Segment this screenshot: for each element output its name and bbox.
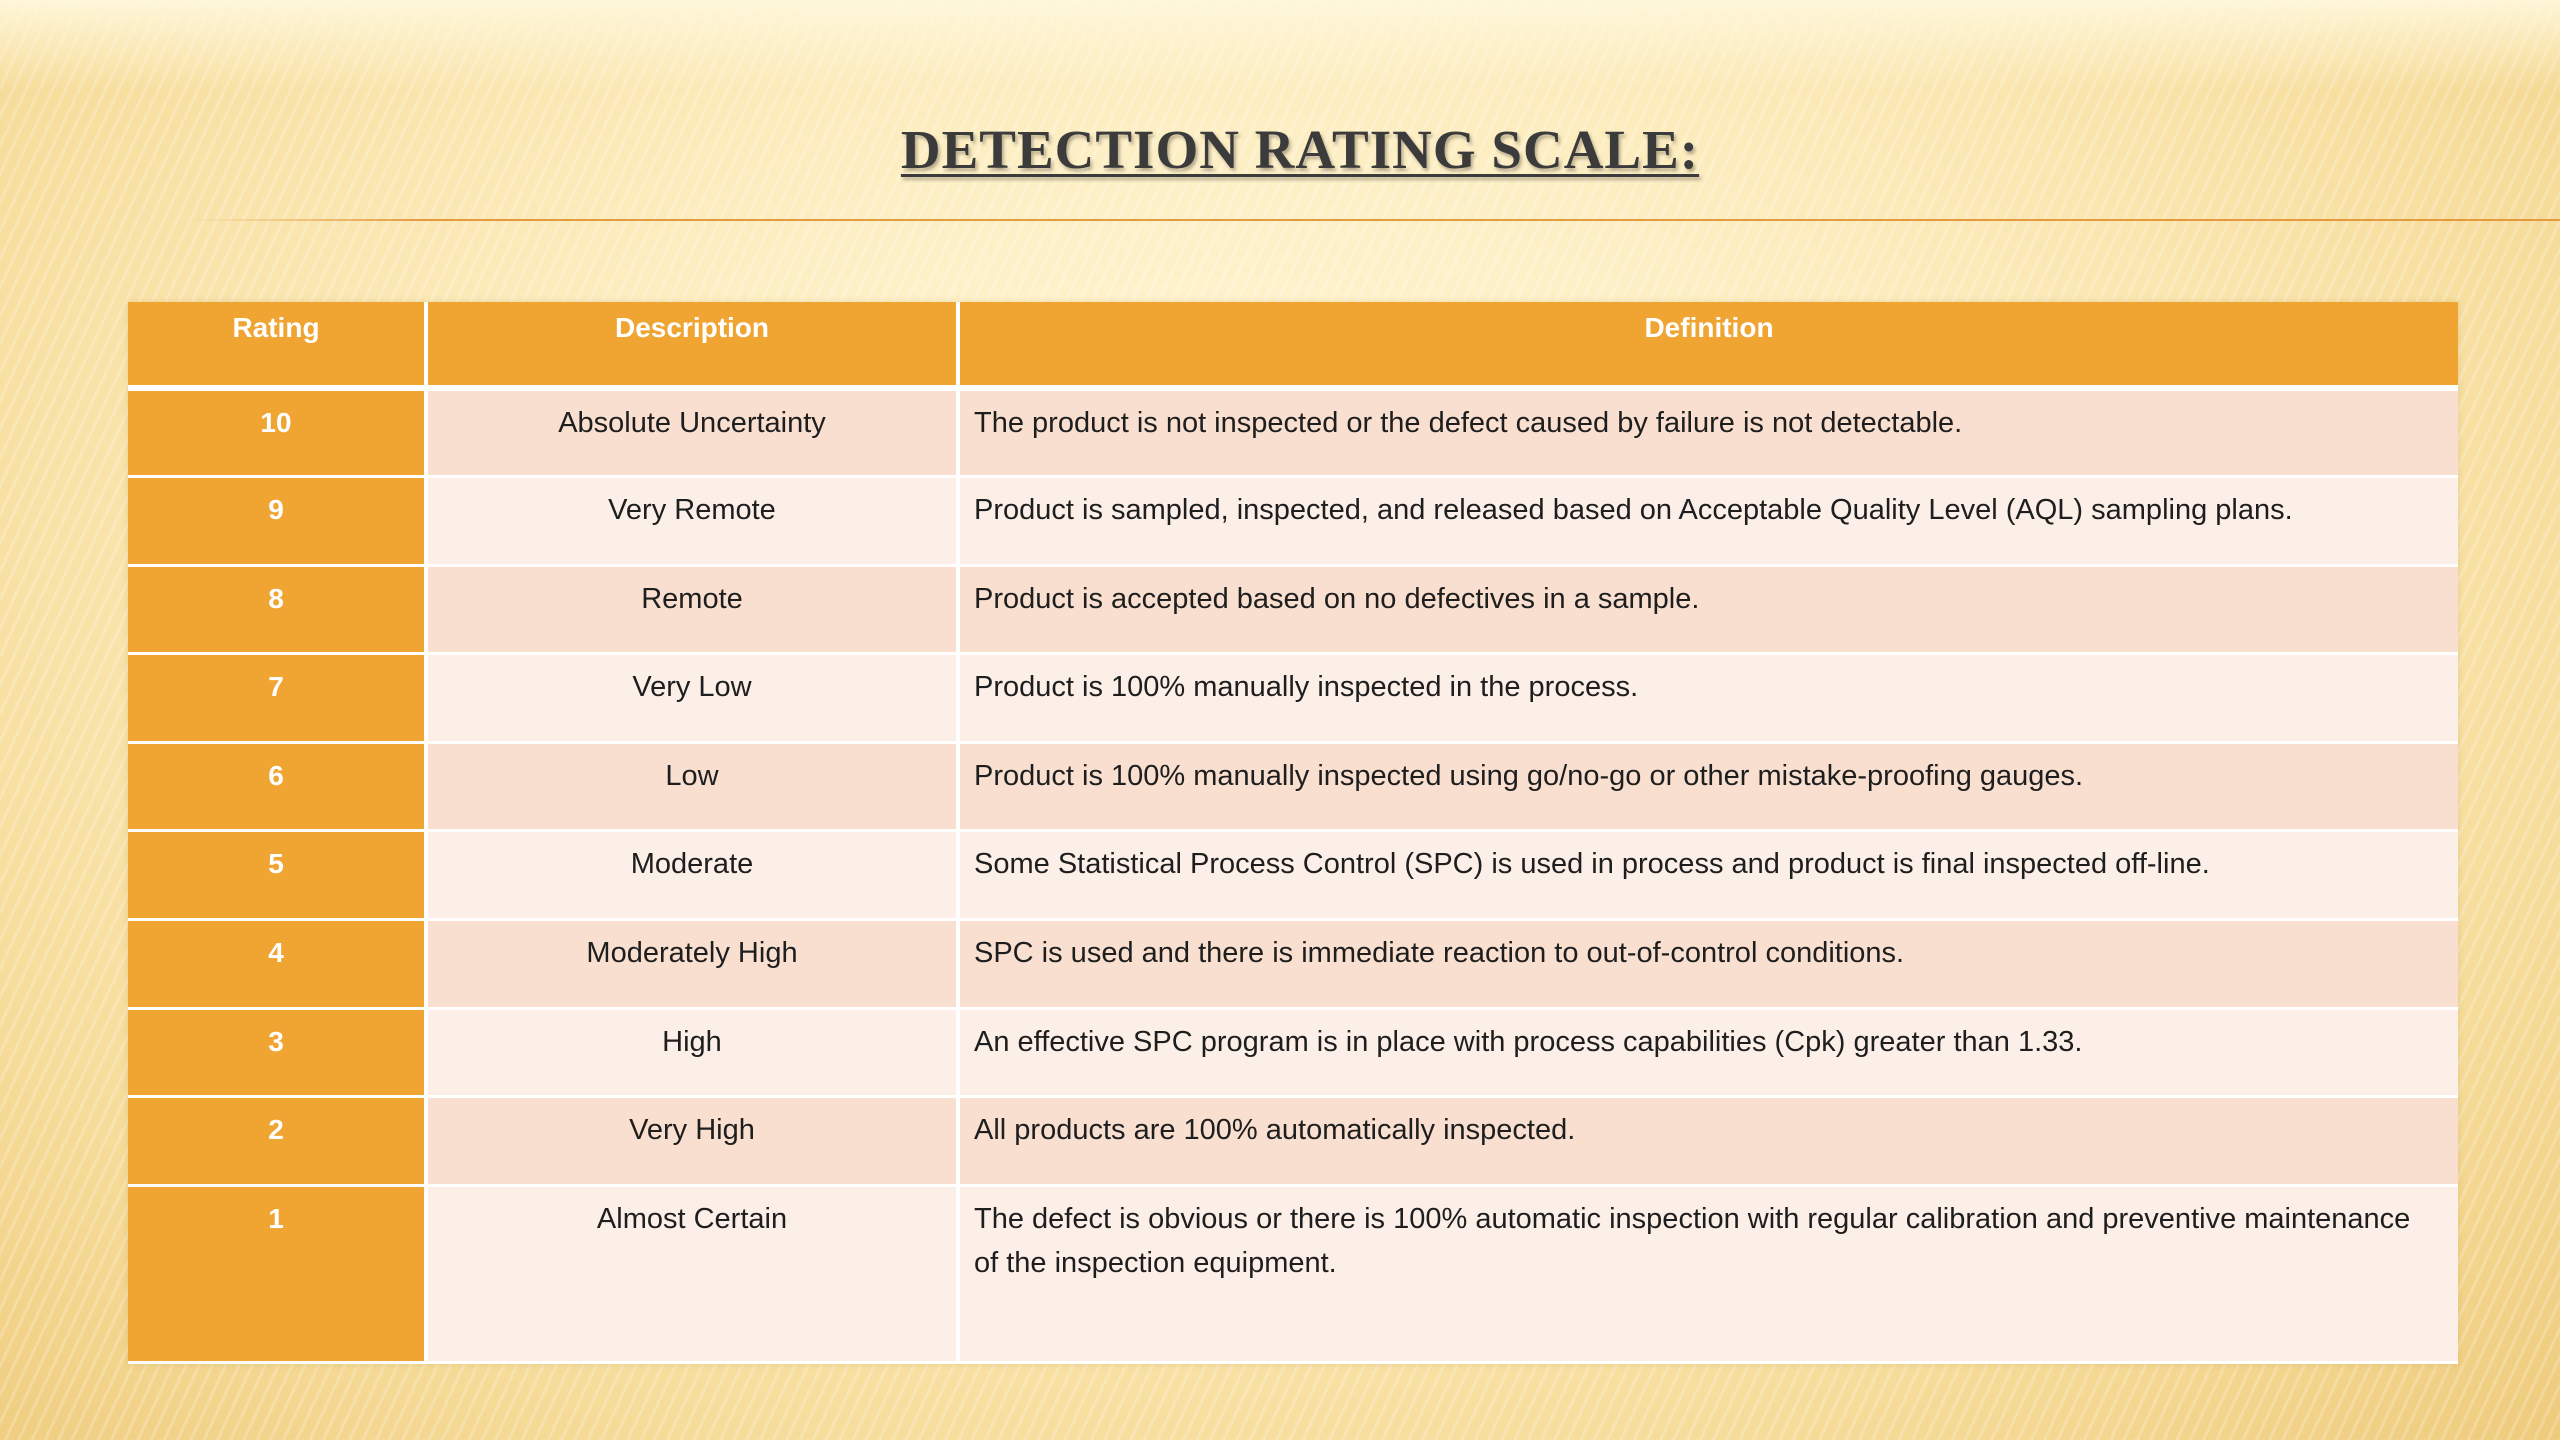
description-cell: Remote [426, 565, 960, 656]
rating-cell: 7 [128, 653, 428, 744]
table-row: 1 Almost Certain The defect is obvious o… [128, 1185, 2458, 1365]
description-cell: High [426, 1008, 960, 1099]
slide-title: DETECTION RATING SCALE: [900, 119, 1700, 180]
table-row: 5 Moderate Some Statistical Process Cont… [128, 830, 2458, 921]
definition-cell: Some Statistical Process Control (SPC) i… [958, 830, 2458, 921]
rating-cell: 9 [128, 476, 428, 567]
table-header-row: Rating Description Definition [128, 302, 2458, 391]
table-row: 3 High An effective SPC program is in pl… [128, 1008, 2458, 1099]
rating-cell: 2 [128, 1096, 428, 1187]
definition-cell: The defect is obvious or there is 100% a… [958, 1185, 2458, 1365]
description-cell: Almost Certain [426, 1185, 960, 1365]
table-row: 4 Moderately High SPC is used and there … [128, 919, 2458, 1010]
rating-table-container: Rating Description Definition 10 Absolut… [128, 302, 2458, 1365]
definition-cell: All products are 100% automatically insp… [958, 1096, 2458, 1187]
header-definition: Definition [958, 302, 2458, 391]
description-cell: Very High [426, 1096, 960, 1187]
rating-cell: 4 [128, 919, 428, 1010]
definition-cell: The product is not inspected or the defe… [958, 388, 2458, 479]
rating-cell: 3 [128, 1008, 428, 1099]
header-description: Description [426, 302, 960, 391]
rating-cell: 1 [128, 1185, 428, 1365]
table-row: 9 Very Remote Product is sampled, inspec… [128, 476, 2458, 567]
definition-cell: An effective SPC program is in place wit… [958, 1008, 2458, 1099]
detection-rating-table: Rating Description Definition 10 Absolut… [128, 302, 2458, 1365]
description-cell: Moderate [426, 830, 960, 921]
description-cell: Moderately High [426, 919, 960, 1010]
table-row: 7 Very Low Product is 100% manually insp… [128, 653, 2458, 744]
table-row: 8 Remote Product is accepted based on no… [128, 565, 2458, 656]
table-row: 2 Very High All products are 100% automa… [128, 1096, 2458, 1187]
rating-cell: 6 [128, 742, 428, 833]
description-cell: Low [426, 742, 960, 833]
definition-cell: Product is 100% manually inspected using… [958, 742, 2458, 833]
rating-cell: 8 [128, 565, 428, 656]
definition-cell: Product is accepted based on no defectiv… [958, 565, 2458, 656]
slide-top-band [0, 0, 2560, 90]
definition-cell: Product is sampled, inspected, and relea… [958, 476, 2458, 567]
description-cell: Very Low [426, 653, 960, 744]
description-cell: Very Remote [426, 476, 960, 567]
table-row: 10 Absolute Uncertainty The product is n… [128, 388, 2458, 479]
title-divider [190, 219, 2560, 221]
definition-cell: Product is 100% manually inspected in th… [958, 653, 2458, 744]
description-cell: Absolute Uncertainty [426, 388, 960, 479]
header-rating: Rating [128, 302, 428, 391]
table-row: 6 Low Product is 100% manually inspected… [128, 742, 2458, 833]
definition-cell: SPC is used and there is immediate react… [958, 919, 2458, 1010]
rating-cell: 5 [128, 830, 428, 921]
rating-cell: 10 [128, 388, 428, 479]
